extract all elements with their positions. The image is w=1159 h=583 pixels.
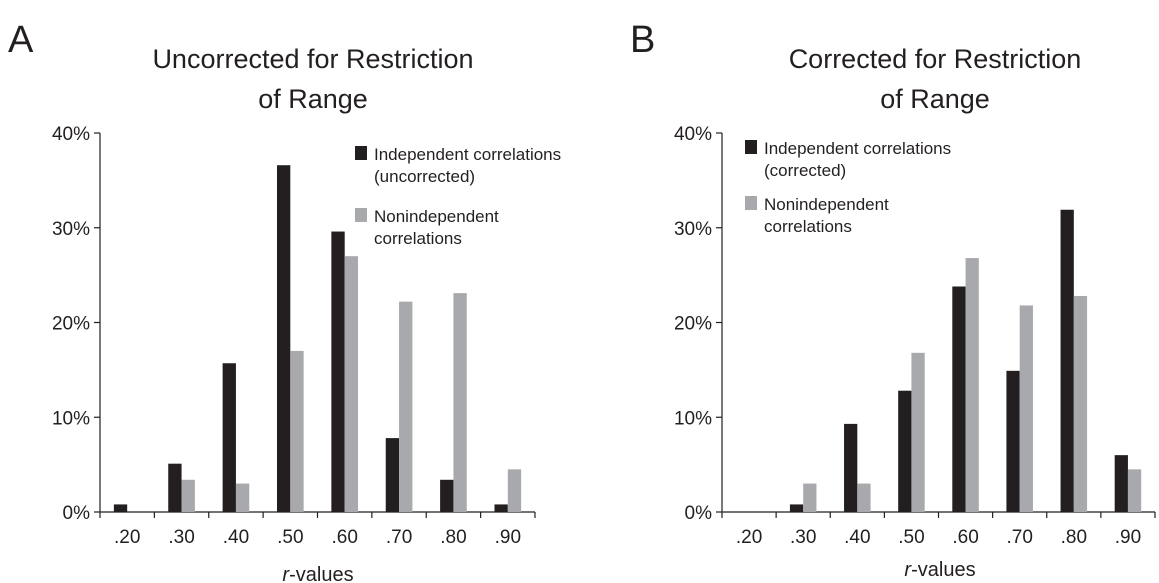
bar [1060,209,1074,512]
y-tick-label: 40% [52,124,90,145]
panel-label: A [8,19,34,61]
y-tick-label: 30% [52,219,90,240]
bar [181,479,195,512]
chart-title-line: Uncorrected for Restriction [152,44,473,74]
x-tick-label: .50 [898,527,924,548]
panel-b: B Corrected for Restriction of Range 0% 10% 2… [630,19,1156,581]
bar [113,504,128,512]
legend-swatch [355,146,367,160]
legend-label: correlations [764,217,852,236]
bar [507,469,522,512]
x-axis-label-italic: r [904,559,912,581]
x-tick-label: .70 [386,527,412,548]
x-tick-label: .60 [331,527,357,548]
bar [1114,455,1128,512]
bar [331,231,345,513]
bar [1019,305,1033,512]
x-tick-label: .70 [1006,527,1032,548]
x-axis-label: r-values [904,559,975,581]
x-tick-label: .90 [495,527,521,548]
y-tick-label: 10% [52,408,90,429]
legend-swatch [355,208,367,222]
legend-label: (uncorrected) [374,167,475,186]
y-tick-label: 10% [674,408,712,429]
chart-title-line: Corrected for Restriction [789,44,1082,74]
x-tick-label: .30 [168,527,194,548]
panel-label: B [630,19,655,61]
bar [344,256,359,512]
bar [290,350,304,512]
y-tick-label: 0% [685,503,713,524]
x-tick-label: .20 [114,527,140,548]
bar [911,352,925,512]
legend-swatch [745,140,757,154]
x-tick-label: .40 [223,527,249,548]
panel-a: A Uncorrected for Restriction of Range 0% 10… [8,19,561,583]
bar [385,438,400,512]
x-axis-label: r-values [282,564,353,583]
legend-label: Independent correlations [374,145,561,164]
legend-swatch [745,196,757,210]
y-tick-label: 20% [52,314,90,335]
legend-label: Nonindependent [374,207,499,226]
bar [952,286,966,512]
y-tick-label: 40% [674,124,712,145]
x-tick-label: .30 [790,527,816,548]
bar [789,504,804,512]
bar [844,423,858,512]
x-axis-label-rest: -values [911,559,975,581]
bar [440,479,454,512]
y-tick-label: 30% [674,219,712,240]
legend-label: correlations [374,229,462,248]
bar [965,258,979,512]
bar [276,165,291,512]
x-tick-label: .20 [736,527,762,548]
x-tick-label: .60 [952,527,978,548]
bar [1006,370,1020,512]
chart-title-line: of Range [258,84,368,114]
x-axis-label-italic: r [282,564,290,583]
x-axis-label-rest: -values [289,564,353,583]
x-tick-label: .80 [1061,527,1087,548]
x-tick-label: .80 [440,527,466,548]
bar [857,483,871,512]
x-tick-label: .50 [277,527,303,548]
y-tick-label: 20% [674,314,712,335]
legend-label: Independent correlations [764,139,951,158]
x-tick-label: .40 [844,527,870,548]
bar [803,483,817,512]
chart-title-line: of Range [880,84,990,114]
bar [494,504,508,512]
bar [453,293,467,512]
bar [235,483,250,512]
legend-label: Nonindependent [764,195,889,214]
legend-label: (corrected) [764,161,846,180]
bar [1127,469,1142,512]
bar [168,463,182,512]
y-tick-label: 0% [63,503,91,524]
bar [222,363,236,512]
bar [399,301,413,512]
bar [898,390,912,512]
bar [1073,295,1088,512]
x-tick-label: .90 [1115,527,1141,548]
